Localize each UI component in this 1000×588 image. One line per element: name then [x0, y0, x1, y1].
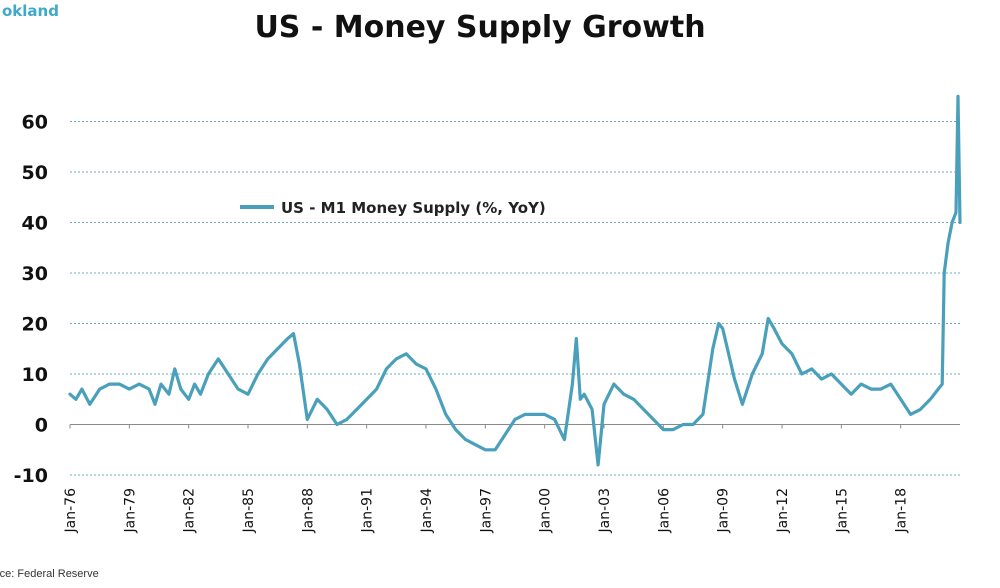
x-tick-label: Jan-18 — [894, 488, 910, 533]
x-tick-label: Jan-91 — [360, 488, 376, 533]
y-tick-label: 20 — [22, 314, 48, 336]
x-tick-label: Jan-88 — [300, 488, 316, 533]
y-tick-label: 10 — [22, 364, 48, 386]
x-tick-label: Jan-06 — [656, 488, 672, 534]
x-tick-label: Jan-82 — [182, 488, 198, 533]
x-tick-label: Jan-85 — [241, 488, 257, 533]
y-tick-label: 60 — [22, 112, 48, 134]
x-tick-label: Jan-76 — [63, 488, 79, 534]
series-line-m1 — [68, 94, 962, 467]
x-tick-label: Jan-94 — [419, 488, 435, 534]
y-tick-label: 30 — [22, 263, 48, 285]
x-tick-label: Jan-00 — [538, 488, 554, 533]
x-tick-label: Jan-15 — [834, 488, 850, 533]
chart-title: US - Money Supply Growth — [254, 10, 706, 45]
brand-logo: okland — [2, 2, 59, 20]
x-axis: Jan-76 Jan-79 Jan-82 Jan-85 Jan-88 Jan-91 Jan-… — [63, 424, 910, 534]
x-tick-label: Jan-79 — [122, 488, 138, 533]
legend-label: US - M1 Money Supply (%, YoY) — [281, 199, 546, 217]
source-note: rce: Federal Reserve — [0, 568, 99, 580]
y-tick-label: -10 — [14, 465, 48, 487]
y-tick-label: 40 — [22, 213, 48, 235]
y-axis: -10 0 10 20 30 40 50 60 — [14, 112, 48, 488]
legend: US - M1 Money Supply (%, YoY) — [240, 199, 546, 217]
x-tick-label: Jan-97 — [478, 488, 494, 533]
y-tick-label: 0 — [35, 415, 48, 437]
x-tick-label: Jan-03 — [597, 488, 613, 533]
y-tick-label: 50 — [22, 162, 48, 184]
gridlines — [70, 121, 960, 476]
x-tick-label: Jan-09 — [716, 488, 732, 533]
x-tick-label: Jan-12 — [775, 488, 791, 533]
